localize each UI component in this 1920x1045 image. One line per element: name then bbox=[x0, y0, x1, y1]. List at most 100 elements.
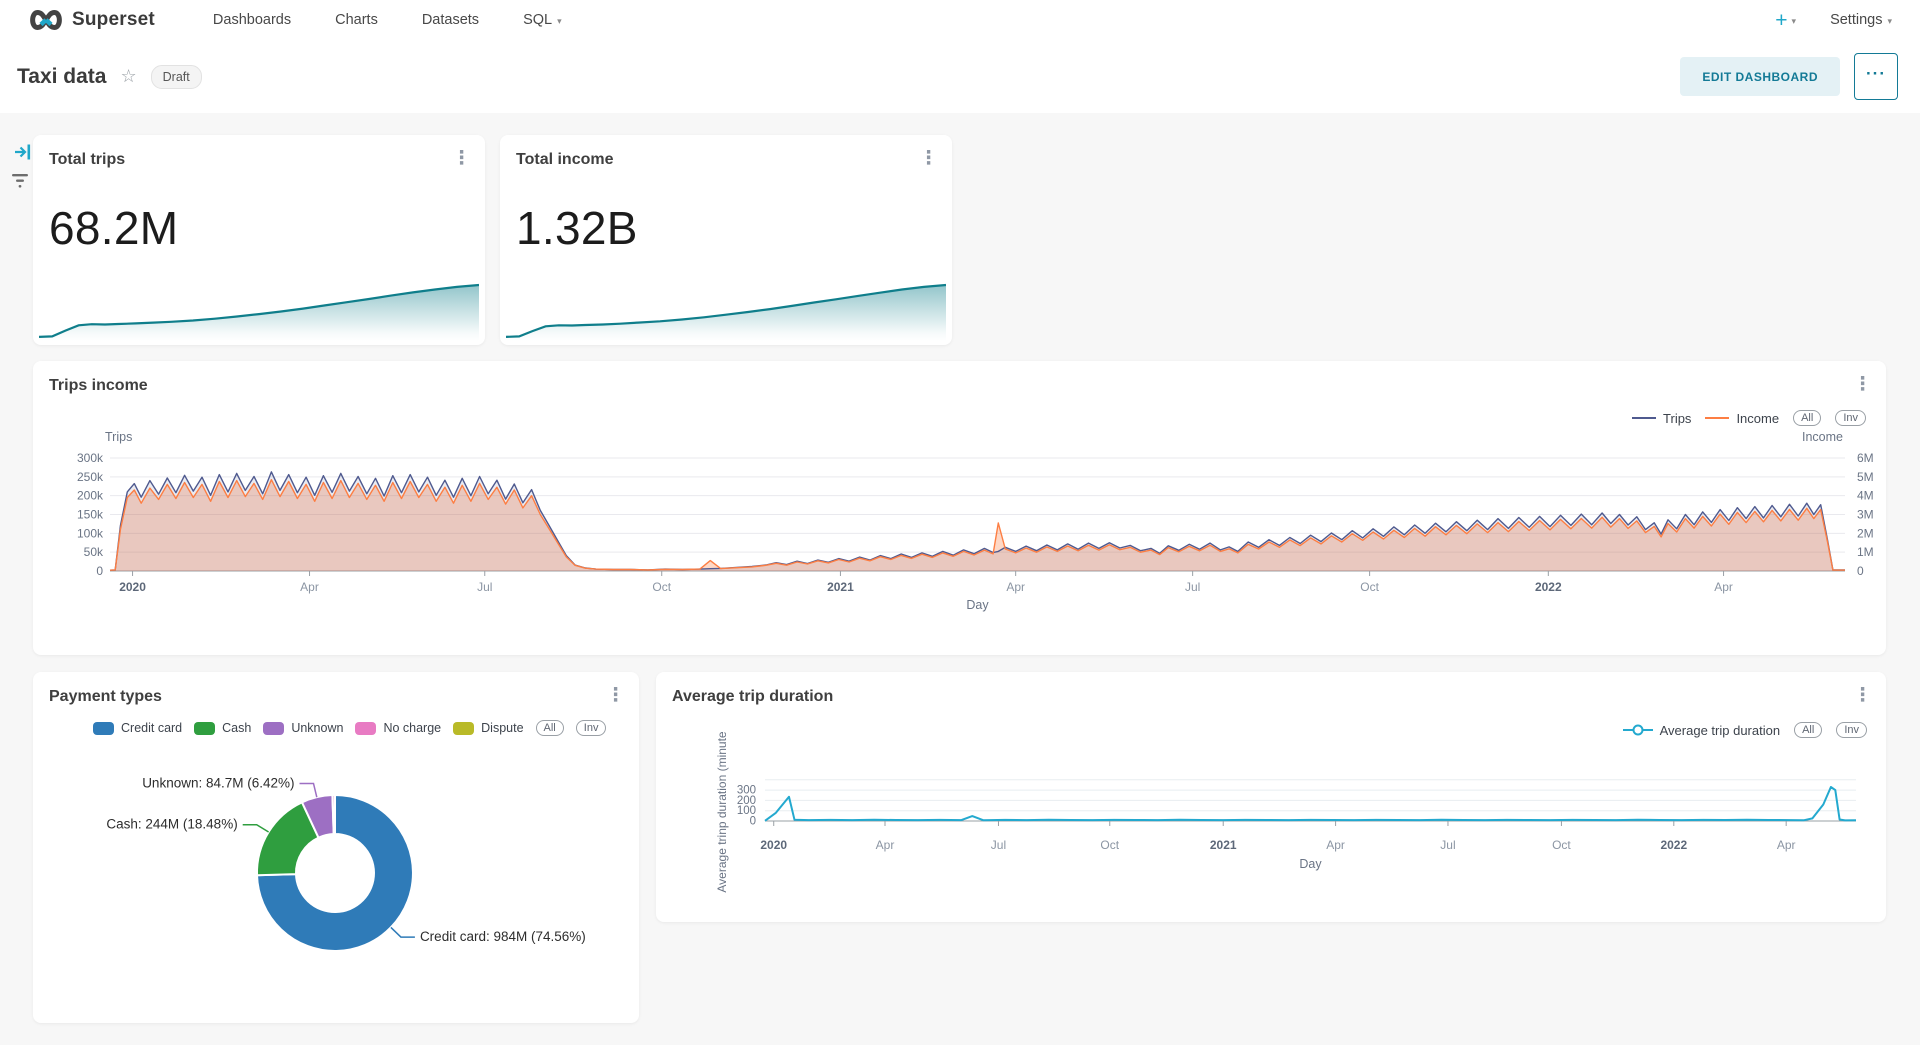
chart-title: Payment types bbox=[49, 688, 162, 705]
filter-funnel-icon[interactable] bbox=[10, 172, 30, 190]
trips-income-legend: Trips Income All Inv bbox=[1632, 410, 1866, 426]
svg-text:2022: 2022 bbox=[1535, 580, 1562, 594]
legend-item-income[interactable]: Income bbox=[1705, 411, 1779, 426]
legend-label: Dispute bbox=[481, 721, 524, 735]
legend-all-pill[interactable]: All bbox=[1794, 722, 1823, 738]
legend-inv-pill[interactable]: Inv bbox=[1835, 410, 1866, 426]
legend-label: Trips bbox=[1663, 410, 1692, 426]
svg-text:50k: 50k bbox=[84, 545, 104, 559]
svg-text:100k: 100k bbox=[77, 526, 104, 540]
legend-all-pill[interactable]: All bbox=[1793, 410, 1822, 426]
big-number-value: 1.32B bbox=[516, 202, 638, 254]
nav-item-label: Datasets bbox=[421, 12, 480, 28]
trips-income-card: Trips income ⋮ Trips Income All Inv Trips I… bbox=[33, 361, 1886, 655]
legend-item-dispute[interactable]: Dispute bbox=[453, 721, 524, 735]
legend-label: Unknown bbox=[291, 721, 344, 735]
payment-types-card: Payment types ⋮ Credit card Cash Unknown No… bbox=[33, 672, 639, 1023]
left-axis-title: Trips bbox=[105, 430, 133, 444]
svg-text:Jul: Jul bbox=[1185, 580, 1200, 594]
svg-text:2021: 2021 bbox=[827, 580, 854, 594]
chart-menu-kebab-icon[interactable]: ⋮ bbox=[919, 148, 938, 169]
settings-menu[interactable]: Settings ▾ bbox=[1830, 12, 1892, 28]
legend-all-pill[interactable]: All bbox=[535, 720, 564, 736]
svg-text:2M: 2M bbox=[1857, 526, 1874, 540]
chart-menu-kebab-icon[interactable]: ⋮ bbox=[606, 685, 625, 706]
svg-text:Day: Day bbox=[1299, 857, 1322, 871]
chevron-down-icon: ▾ bbox=[557, 15, 562, 26]
svg-text:250k: 250k bbox=[77, 470, 104, 484]
expand-filter-bar-icon[interactable] bbox=[12, 141, 34, 163]
legend-label: Credit card bbox=[121, 721, 183, 735]
plus-icon: + bbox=[1775, 8, 1788, 32]
svg-text:Oct: Oct bbox=[1552, 838, 1571, 852]
brand-name: Superset bbox=[72, 9, 155, 30]
chart-menu-kebab-icon[interactable]: ⋮ bbox=[1853, 685, 1872, 706]
svg-text:Credit card: 984M (74.56%): Credit card: 984M (74.56%) bbox=[420, 929, 586, 944]
new-item-menu[interactable]: + ▾ bbox=[1775, 10, 1796, 31]
settings-label: Settings bbox=[1830, 12, 1883, 28]
legend-swatch bbox=[194, 721, 216, 735]
favorite-star-icon[interactable]: ☆ bbox=[120, 66, 137, 86]
svg-text:200: 200 bbox=[737, 795, 756, 807]
svg-text:5M: 5M bbox=[1857, 470, 1874, 484]
legend-item-average-trip-duration[interactable]: Average trip duration bbox=[1622, 723, 1780, 738]
more-actions-button[interactable]: ··· bbox=[1854, 53, 1898, 100]
svg-text:0: 0 bbox=[750, 816, 756, 828]
nav-item-sql[interactable]: SQL ▾ bbox=[523, 12, 562, 28]
legend-line-swatch bbox=[1632, 417, 1657, 419]
legend-label: No charge bbox=[383, 721, 442, 735]
status-badge: Draft bbox=[150, 64, 202, 89]
nav-item-datasets[interactable]: Datasets bbox=[422, 12, 479, 28]
chart-menu-kebab-icon[interactable]: ⋮ bbox=[1853, 374, 1872, 395]
svg-text:6M: 6M bbox=[1857, 451, 1874, 465]
payment-types-donut: Credit card: 984M (74.56%) Cash: 244M (18… bbox=[106, 776, 586, 952]
svg-text:200k: 200k bbox=[77, 489, 104, 503]
big-number-value: 68.2M bbox=[49, 202, 179, 254]
svg-text:3M: 3M bbox=[1857, 508, 1874, 522]
chart-title: Total trips bbox=[49, 151, 126, 168]
svg-text:2021: 2021 bbox=[1210, 838, 1237, 852]
svg-text:150k: 150k bbox=[77, 508, 104, 522]
svg-text:0: 0 bbox=[96, 564, 103, 578]
legend-item-unknown[interactable]: Unknown bbox=[263, 721, 343, 735]
right-axis-title: Income bbox=[1802, 430, 1843, 444]
legend-item-trips[interactable]: Trips bbox=[1632, 411, 1691, 426]
nav-links: Dashboards Charts Datasets SQL ▾ bbox=[213, 12, 562, 28]
legend-item-credit-card[interactable]: Credit card bbox=[93, 721, 182, 735]
svg-text:Apr: Apr bbox=[1714, 580, 1733, 594]
legend-inv-pill[interactable]: Inv bbox=[1836, 722, 1867, 738]
infinity-logo-icon bbox=[30, 9, 62, 31]
chart-title: Total income bbox=[516, 151, 614, 168]
legend-swatch bbox=[93, 721, 114, 735]
legend-item-cash[interactable]: Cash bbox=[194, 721, 251, 735]
svg-text:300k: 300k bbox=[77, 451, 104, 465]
nav-item-charts[interactable]: Charts bbox=[335, 12, 378, 28]
trend-sparkline bbox=[506, 283, 946, 341]
total-income-card: Total income ⋮ 1.32B bbox=[500, 135, 952, 345]
trend-sparkline bbox=[39, 283, 479, 341]
page-title: Taxi data bbox=[17, 64, 107, 88]
legend-item-no-charge[interactable]: No charge bbox=[355, 721, 441, 735]
svg-text:Apr: Apr bbox=[1006, 580, 1025, 594]
legend-inv-pill[interactable]: Inv bbox=[575, 720, 607, 736]
edit-dashboard-button[interactable]: EDIT DASHBOARD bbox=[1680, 57, 1840, 96]
svg-text:300: 300 bbox=[737, 785, 756, 797]
svg-text:Apr: Apr bbox=[300, 580, 319, 594]
total-trips-card: Total trips ⋮ 68.2M bbox=[33, 135, 485, 345]
legend-swatch bbox=[355, 721, 377, 735]
header-actions: EDIT DASHBOARD ··· bbox=[1680, 53, 1898, 100]
legend-label: Cash bbox=[222, 721, 252, 735]
svg-text:Jul: Jul bbox=[991, 838, 1006, 852]
superset-logo[interactable]: Superset bbox=[28, 8, 155, 32]
legend-swatch bbox=[453, 721, 475, 735]
svg-text:Cash: 244M (18.48%): Cash: 244M (18.48%) bbox=[106, 817, 237, 832]
chart-menu-kebab-icon[interactable]: ⋮ bbox=[452, 148, 471, 169]
legend-label: Income bbox=[1736, 410, 1780, 426]
nav-item-dashboards[interactable]: Dashboards bbox=[213, 12, 291, 28]
svg-text:2020: 2020 bbox=[760, 838, 787, 852]
svg-text:Apr: Apr bbox=[1777, 838, 1796, 852]
svg-text:Oct: Oct bbox=[652, 580, 671, 594]
svg-text:Day: Day bbox=[966, 598, 989, 612]
